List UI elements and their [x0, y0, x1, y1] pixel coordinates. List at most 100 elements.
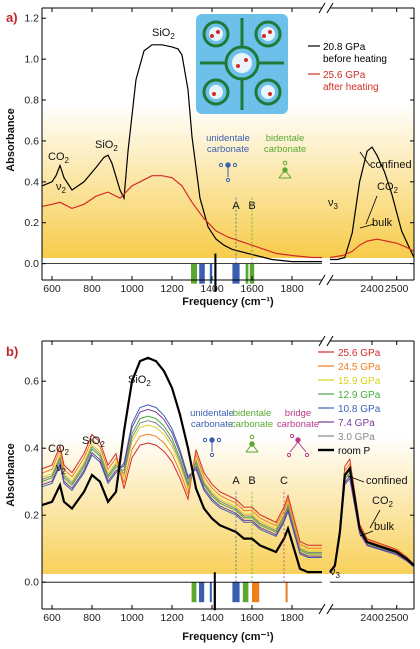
axis-break-mark: [326, 274, 334, 286]
y-tick-label: 0.6: [24, 135, 39, 147]
axis-break-mark: [318, 2, 326, 14]
panel-a-marker-band: [42, 258, 414, 280]
unidentale-carbonate-label-a: unidentale carbonate: [206, 133, 250, 155]
x-tick-label: 1800: [280, 612, 304, 624]
x-tick-label: 2400: [360, 612, 384, 624]
y-tick-label: 0.8: [24, 95, 39, 107]
axis-break-mark: [318, 335, 326, 347]
panel-b-label: b): [6, 344, 18, 359]
x-tick-label: 1800: [280, 283, 304, 295]
legend-25-6-gpa: 25.6 GPa: [323, 70, 366, 81]
axis-break-mark: [326, 603, 334, 615]
panel-a-co2-left-label: CO2: [48, 151, 70, 165]
legend-entry: 25.6 GPa: [338, 348, 381, 359]
band-marker-bar: [213, 572, 216, 611]
band-marker-bar: [252, 582, 260, 603]
panel-a-sio2-left-label: SiO2: [95, 139, 118, 153]
series-line-3: [41, 415, 322, 555]
legend-entry: 15.9 GPa: [338, 376, 381, 387]
series-line-3: [329, 238, 415, 259]
x-tick-label: 1200: [160, 283, 184, 295]
panel-b-series: [41, 356, 415, 574]
series-line-7-right: [329, 465, 415, 573]
x-tick-label: 1000: [120, 612, 144, 624]
band-marker-bar: [232, 263, 240, 284]
bridge-molecule-icon-b: [286, 433, 310, 458]
panel-b: 0.0 0.2 0.4 0.6 600 800 1000 1200 1400 1600 1800 24…: [5, 335, 415, 643]
band-marker-bar: [209, 263, 213, 284]
band-marker-bar: [209, 582, 212, 603]
panel-b-sio2-peak-label: SiO2: [128, 374, 151, 388]
panel-a-arrows: [359, 151, 378, 229]
series-line-4: [41, 404, 322, 558]
legend-entry: 10.8 GPa: [338, 404, 381, 415]
y-tick-label: 1.2: [24, 13, 39, 25]
legend-entry: room P: [338, 446, 371, 457]
panel-b-nu3-label: ν3: [330, 566, 341, 580]
panel-a-series: [41, 44, 415, 263]
bidentale-carbonate-label-b: bidentale carbonate: [231, 408, 273, 430]
band-marker-bar: [245, 263, 249, 284]
panel-a-legend: 20.8 GPa before heating 25.6 GPa after h…: [308, 42, 387, 93]
x-tick-label: 2500: [385, 283, 409, 295]
band-marker-bar: [242, 582, 249, 603]
panel-b-co2-left-label: CO2: [48, 443, 70, 457]
panel-b-nu2-label: ν2: [56, 462, 67, 476]
panel-a-nu2-label: ν2: [56, 181, 67, 195]
x-tick-label: 600: [43, 612, 61, 624]
axis-break-mark: [318, 603, 326, 615]
panel-a-confined-label: confined: [370, 159, 412, 171]
panel-b-ticks: 0.0 0.2 0.4 0.6 600 800 1000 1200 1400 1600 1800 24…: [24, 341, 414, 624]
unidentale-molecule-icon-b: [202, 437, 222, 458]
panel-a-ylabel: Absorbance: [5, 108, 17, 172]
panel-a-label: a): [6, 10, 18, 25]
x-tick-label: 600: [43, 283, 61, 295]
y-tick-label: 0.0: [24, 577, 39, 589]
band-marker-bar: [199, 263, 205, 284]
band-marker-bar: [191, 582, 197, 603]
panel-a-marker-dashes: [235, 196, 253, 264]
panel-b-xlabel: Frequency (cm⁻¹): [182, 631, 274, 643]
panel-a-ticks: 0.0 0.2 0.4 0.6 0.8 1.0 1.2 600 800 1000 1200 1400 1…: [24, 8, 414, 295]
x-tick-label: 1000: [120, 283, 144, 295]
bridge-carbonate-label-b: bridge carbonate: [277, 408, 319, 430]
band-marker-bar: [232, 582, 240, 603]
marker-c-label-panel-b: C: [280, 475, 288, 487]
bidentale-molecule-icon: [278, 160, 292, 179]
series-line-5: [41, 408, 322, 557]
panel-b-co2-right-label: CO2: [372, 495, 394, 509]
x-tick-label: 1200: [160, 612, 184, 624]
legend-entry: 24.5 GPa: [338, 362, 381, 373]
x-tick-label: 2400: [360, 283, 384, 295]
series-line-2: [41, 175, 322, 259]
series-line-6: [41, 420, 322, 553]
panel-b-legend: 25.6 GPa 24.5 GPa 15.9 GPa 12.9 GPa 10.8 GPa…: [318, 348, 381, 457]
panel-a-sio2-peak-label: SiO2: [152, 27, 175, 41]
y-tick-label: 0.6: [24, 376, 39, 388]
band-marker-bar: [191, 263, 197, 284]
band-marker-bar: [199, 582, 205, 603]
legend-entry: 7.4 GPa: [338, 418, 375, 429]
legend-entry: 12.9 GPa: [338, 390, 381, 401]
series-line-1: [41, 433, 322, 549]
band-marker-bar: [214, 253, 217, 292]
x-tick-label: 1600: [240, 283, 264, 295]
panel-a-bar-markers: [191, 253, 255, 292]
bidentale-molecule-icon-b: [245, 434, 259, 453]
legend-before-heating: before heating: [323, 54, 387, 65]
series-line-7: [41, 356, 322, 574]
axis-break-mark: [326, 2, 334, 14]
panel-b-bulk-label: bulk: [374, 521, 395, 533]
panel-a-co2-right-label: CO2: [377, 181, 399, 195]
y-tick-label: 0.4: [24, 176, 39, 188]
axis-break-mark: [318, 274, 326, 286]
y-tick-label: 1.0: [24, 54, 39, 66]
unidentale-molecule-icon: [218, 162, 238, 183]
x-tick-label: 1600: [240, 612, 264, 624]
y-tick-label: 0.2: [24, 510, 39, 522]
y-tick-label: 0.4: [24, 443, 39, 455]
band-marker-bar: [285, 582, 288, 603]
panel-b-bar-markers: [191, 572, 288, 611]
series-line-0: [41, 433, 322, 546]
marker-b-label-panel-b: B: [248, 475, 255, 487]
